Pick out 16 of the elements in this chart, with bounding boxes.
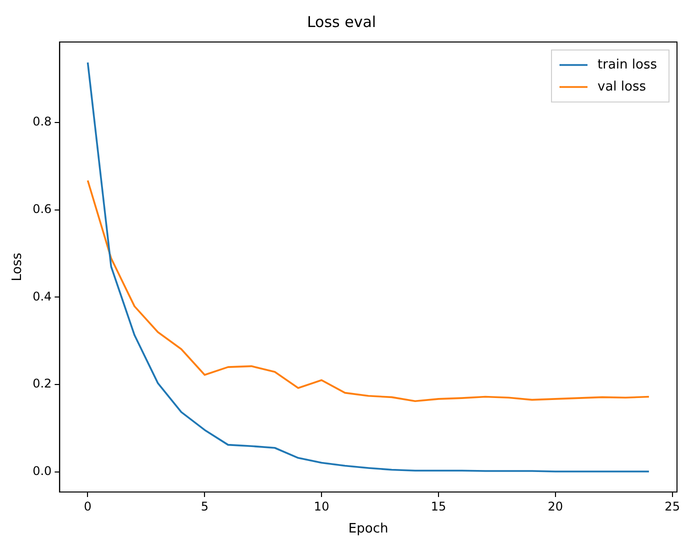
y-tick-label: 0.6 [32, 202, 52, 216]
y-tick-label: 0.2 [32, 376, 52, 391]
x-tick-label: 10 [314, 499, 330, 514]
chart-title: Loss eval [306, 12, 376, 31]
x-tick-label: 0 [84, 499, 92, 514]
y-tick-label: 0.4 [32, 289, 52, 304]
legend-label: train loss [597, 57, 658, 72]
y-tick-label: 0.0 [32, 464, 52, 478]
x-tick-label: 25 [664, 499, 680, 514]
legend-label: val loss [597, 79, 646, 94]
x-tick-label: 5 [200, 499, 208, 514]
y-axis-title: Loss [10, 252, 26, 282]
x-tick-label: 15 [430, 499, 446, 514]
y-tick-label: 0.8 [32, 114, 52, 129]
x-tick-label: 20 [548, 499, 564, 514]
x-axis-title: Epoch [348, 522, 388, 537]
